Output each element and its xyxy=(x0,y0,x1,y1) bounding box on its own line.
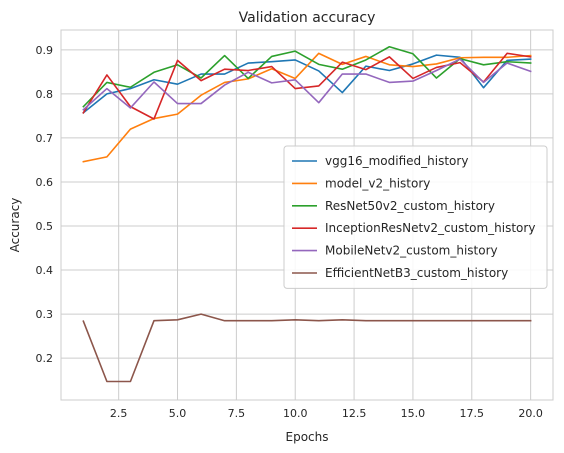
legend-label-3: InceptionResNetv2_custom_history xyxy=(325,221,535,235)
y-tick-label: 0.5 xyxy=(36,220,54,233)
y-axis-label: Accuracy xyxy=(8,198,22,253)
y-tick-label: 0.6 xyxy=(36,176,54,189)
y-tick-label: 0.2 xyxy=(36,352,54,365)
y-tick-label: 0.9 xyxy=(36,44,54,57)
x-tick-label: 12.5 xyxy=(342,407,367,420)
legend-label-5: EfficientNetB3_custom_history xyxy=(325,266,508,280)
series-layer xyxy=(82,45,532,383)
y-tick-label: 0.4 xyxy=(36,264,54,277)
chart-title: Validation accuracy xyxy=(239,10,376,26)
x-axis-label: Epochs xyxy=(286,430,329,444)
x-tick-label: 10.0 xyxy=(283,407,308,420)
series-line-1 xyxy=(82,52,532,163)
x-tick-label: 20.0 xyxy=(518,407,543,420)
x-tick-label: 5.0 xyxy=(169,407,187,420)
x-axis-ticks: 2.5 5.0 7.5 10.0 12.5 15.0 17.5 20.0 xyxy=(110,407,543,420)
legend: vgg16_modified_history model_v2_history Re… xyxy=(283,145,548,289)
x-tick-label: 17.5 xyxy=(460,407,485,420)
legend-label-2: ResNet50v2_custom_history xyxy=(325,199,495,213)
legend-label-1: model_v2_history xyxy=(325,176,430,190)
x-tick-label: 2.5 xyxy=(110,407,128,420)
legend-label-4: MobileNetv2_custom_history xyxy=(325,244,498,258)
x-tick-label: 7.5 xyxy=(228,407,246,420)
series-line-5 xyxy=(82,313,532,383)
y-axis-ticks: 0.2 0.3 0.4 0.5 0.6 0.7 0.8 0.9 xyxy=(36,44,54,365)
y-tick-label: 0.8 xyxy=(36,88,54,101)
series-line-3 xyxy=(82,52,532,120)
legend-label-0: vgg16_modified_history xyxy=(325,154,468,168)
y-tick-label: 0.3 xyxy=(36,308,54,321)
series-line-4 xyxy=(82,58,532,111)
legend-frame xyxy=(283,145,548,289)
x-tick-label: 15.0 xyxy=(401,407,426,420)
y-tick-label: 0.7 xyxy=(36,132,54,145)
